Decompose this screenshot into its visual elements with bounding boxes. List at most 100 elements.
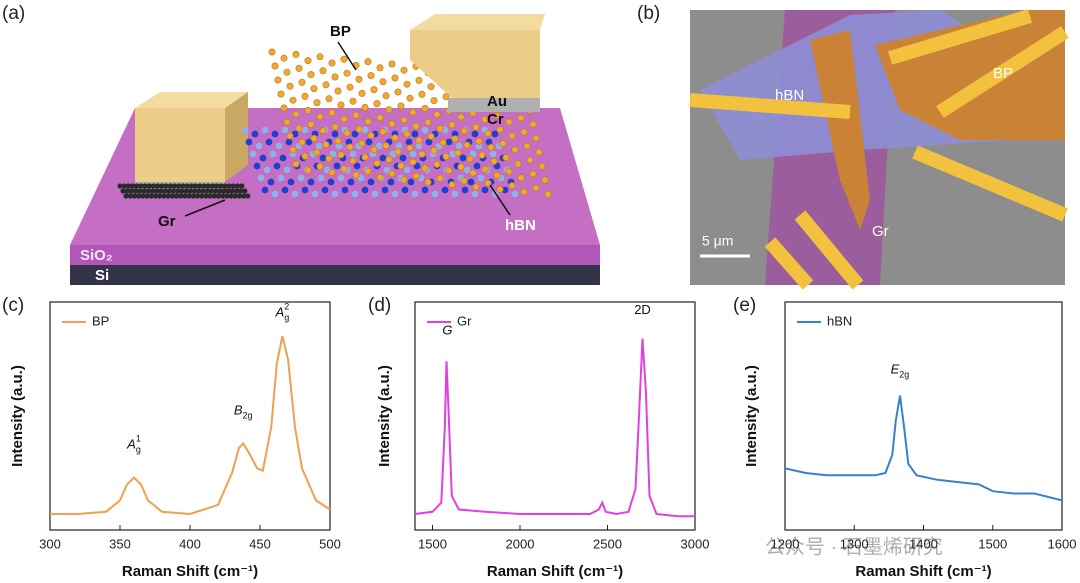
atom-bp: [391, 134, 399, 142]
atom-bp: [418, 90, 426, 98]
atom-bp: [415, 136, 423, 144]
atom-hbn: [473, 162, 481, 170]
label-bp: BP: [993, 65, 1013, 82]
atom-bp: [370, 145, 378, 153]
atom-bp: [523, 142, 531, 150]
electrode: [689, 93, 851, 119]
atom-bp: [400, 176, 408, 184]
atom-bp: [448, 181, 456, 189]
panel-label: (a): [2, 3, 25, 24]
atom-hbn: [367, 178, 375, 186]
atom-bp: [394, 148, 402, 156]
pointer: [337, 41, 357, 71]
atom-graphene: [123, 193, 129, 199]
atom-bp: [331, 73, 339, 81]
atom-hbn: [405, 138, 413, 146]
atom-bp: [376, 114, 384, 122]
atom-graphene: [233, 188, 239, 194]
atom-bp: [301, 152, 309, 160]
atom-bp: [376, 64, 384, 72]
atom-graphene: [146, 183, 152, 189]
electrode-side: [225, 92, 248, 182]
label-gr: Gr: [872, 223, 889, 240]
atom-hbn: [331, 130, 339, 138]
atom-graphene: [152, 193, 158, 199]
bp-flake: [810, 30, 870, 230]
atom-bp: [484, 179, 492, 187]
atom-hbn: [307, 178, 315, 186]
atom-hbn: [459, 154, 467, 162]
y-axis-title: Intensity (a.u.): [743, 365, 760, 467]
atom-bp: [313, 148, 321, 156]
atom-bp: [481, 115, 489, 123]
atom-hbn: [255, 142, 263, 150]
top-electrode: [410, 14, 545, 112]
atom-bp: [337, 151, 345, 159]
atom-graphene: [131, 193, 137, 199]
atom-hbn: [287, 178, 295, 186]
atom-hbn: [349, 150, 357, 158]
atom-bp: [379, 78, 387, 86]
atom-hbn: [411, 190, 419, 198]
atom-graphene: [207, 193, 213, 199]
atom-bp: [373, 159, 381, 167]
atom-hbn: [409, 150, 417, 158]
atom-bp: [442, 93, 450, 101]
atom-bp: [352, 111, 360, 119]
atom-bp: [328, 169, 336, 177]
atom-bp: [400, 66, 408, 74]
atom-bp: [343, 129, 351, 137]
x-tick-label: 2500: [593, 536, 622, 551]
atom-bp: [421, 104, 429, 112]
atom-bp: [355, 75, 363, 83]
atom-bp: [367, 131, 375, 139]
atom-graphene: [200, 188, 206, 194]
peak-sub: g: [284, 313, 289, 323]
atom-bp: [424, 118, 432, 126]
pointer: [489, 184, 511, 216]
si-layer: [70, 265, 600, 285]
schematic-labels: BP Au Cr Gr hBN SiO₂ Si: [80, 23, 536, 284]
atom-graphene: [201, 183, 207, 189]
atom-graphene: [199, 193, 205, 199]
electrode-front: [410, 30, 540, 98]
atom-bp: [544, 190, 552, 198]
atom-graphene: [183, 188, 189, 194]
x-tick-label: 1500: [978, 536, 1007, 551]
atom-graphene: [144, 193, 150, 199]
atom-bp: [292, 160, 300, 168]
atom-bp: [298, 78, 306, 86]
atom-graphene: [212, 188, 218, 194]
atom-graphene: [175, 188, 181, 194]
atom-bp: [352, 171, 360, 179]
spectrum-line: [414, 338, 695, 518]
atom-bp: [445, 167, 453, 175]
atom-bp: [328, 59, 336, 67]
atom-graphene: [141, 188, 147, 194]
atom-bp: [496, 126, 504, 134]
peak-label: G: [442, 323, 452, 338]
legend-label: BP: [92, 313, 109, 328]
atom-graphene: [232, 193, 238, 199]
peak-label: E2g: [891, 362, 910, 380]
atom-bp: [358, 139, 366, 147]
x-tick-label: 300: [39, 536, 61, 551]
atom-bp: [331, 123, 339, 131]
atom-graphene: [180, 183, 186, 189]
atom-bp: [343, 69, 351, 77]
atom-bp: [511, 146, 519, 154]
atom-bp: [388, 60, 396, 68]
atom-graphene: [176, 183, 182, 189]
atom-hbn: [471, 130, 479, 138]
atom-graphene: [194, 193, 200, 199]
atom-graphene: [169, 193, 175, 199]
atom-bp: [466, 155, 474, 163]
atom-bp: [340, 115, 348, 123]
atom-graphene: [154, 188, 160, 194]
atom-hbn: [273, 162, 281, 170]
atom-hbn: [335, 142, 343, 150]
atom-hbn: [489, 150, 497, 158]
atom-hbn: [269, 150, 277, 158]
atom-bp: [517, 114, 525, 122]
atom-graphene: [228, 193, 234, 199]
